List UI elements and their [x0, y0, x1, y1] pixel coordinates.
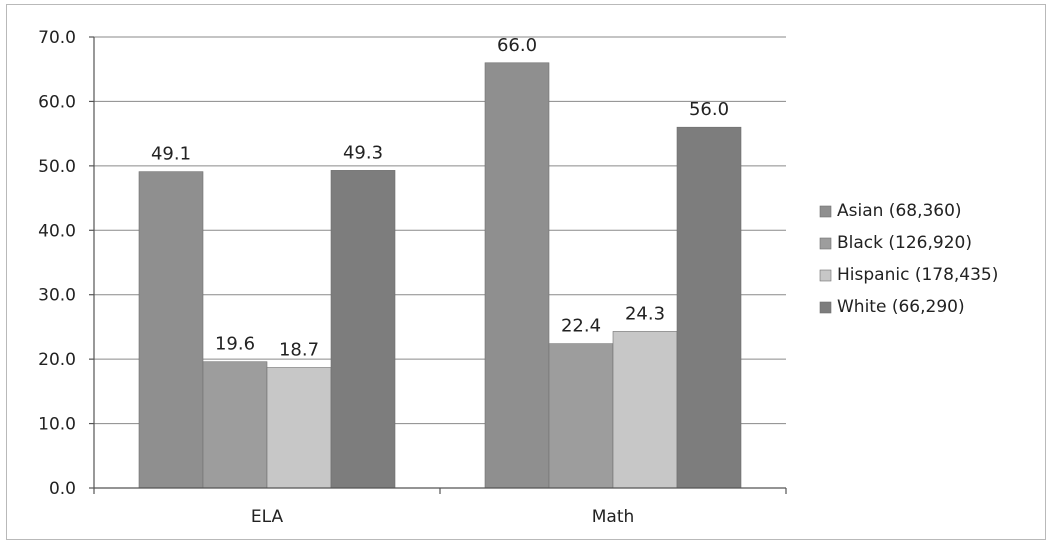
bar [330, 170, 396, 489]
data-label: 49.1 [151, 144, 191, 165]
bar [266, 367, 332, 489]
data-label: 18.7 [279, 340, 319, 361]
legend-swatch [819, 301, 832, 314]
y-tick-label: 70.0 [38, 28, 76, 48]
bar [202, 361, 268, 489]
y-tick-label: 10.0 [38, 415, 76, 435]
bar [676, 126, 742, 489]
legend-label: Asian (68,360) [837, 201, 962, 221]
data-label: 24.3 [625, 303, 665, 324]
data-label: 66.0 [497, 35, 537, 56]
legend-swatch [819, 269, 832, 282]
bar [612, 331, 678, 489]
legend-swatch [819, 205, 832, 218]
y-tick-label: 50.0 [38, 157, 76, 177]
data-label: 56.0 [689, 99, 729, 120]
legend-label: White (66,290) [837, 297, 965, 317]
legend: Asian (68,360) Black (126,920) Hispanic (1… [819, 201, 998, 317]
y-tick-label: 0.0 [49, 479, 76, 499]
axis-layer: 0.0 10.0 20.0 30.0 40.0 50.0 60.0 70.0 ELA Math [38, 28, 787, 527]
x-category-label: ELA [251, 507, 284, 527]
data-label: 22.4 [561, 316, 601, 337]
bars-layer [138, 62, 742, 489]
y-tick-label: 60.0 [38, 92, 76, 112]
data-label: 19.6 [215, 334, 255, 355]
y-tick-label: 20.0 [38, 350, 76, 370]
bar [548, 343, 614, 489]
bar [484, 62, 550, 489]
y-tick-label: 30.0 [38, 286, 76, 306]
legend-label: Black (126,920) [837, 233, 972, 253]
data-label: 49.3 [343, 142, 383, 163]
bar [138, 171, 204, 489]
legend-label: Hispanic (178,435) [837, 265, 998, 285]
y-tick-label: 40.0 [38, 221, 76, 241]
x-category-label: Math [592, 507, 635, 527]
legend-swatch [819, 237, 832, 250]
data-labels-layer: 49.1 19.6 18.7 49.3 66.0 22.4 24.3 56.0 [151, 35, 729, 361]
